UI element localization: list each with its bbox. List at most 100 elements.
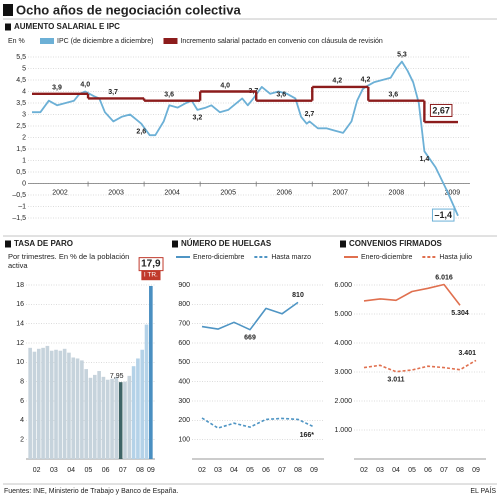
legend-swatch bbox=[40, 38, 54, 44]
y-tick-label: –1,5 bbox=[12, 215, 26, 222]
x-tick-label: 2003 bbox=[108, 189, 124, 196]
value-label: 2,6 bbox=[136, 129, 146, 136]
y-tick-label: 4 bbox=[22, 88, 26, 95]
x-tick-label: 06 bbox=[262, 467, 270, 474]
y-tick-label: –1 bbox=[18, 203, 26, 210]
x-tick-label: 03 bbox=[376, 467, 384, 474]
y-tick-label: 5.000 bbox=[334, 311, 352, 318]
bar bbox=[101, 376, 106, 459]
y-tick-label: 6.000 bbox=[334, 282, 352, 289]
bar bbox=[45, 345, 50, 459]
value-label: 5,3 bbox=[397, 51, 407, 58]
x-tick-label: 08 bbox=[136, 467, 144, 474]
bar bbox=[105, 379, 110, 459]
y-tick-label: 2.000 bbox=[334, 398, 352, 405]
y-tick-label: 3.000 bbox=[334, 369, 352, 376]
x-tick-label: 2009 bbox=[445, 189, 461, 196]
y-tick-label: 1.000 bbox=[334, 427, 352, 434]
x-tick-label: 02 bbox=[33, 467, 41, 474]
bar bbox=[93, 374, 97, 459]
y-tick-label: 1 bbox=[22, 157, 26, 164]
bar bbox=[144, 324, 149, 459]
series-line bbox=[201, 417, 315, 429]
legend-label: Incremento salarial pactado en convenio … bbox=[180, 38, 382, 45]
x-tick-label: 05 bbox=[84, 467, 92, 474]
value-label: 166* bbox=[300, 432, 315, 439]
value-label: –1,4 bbox=[434, 210, 452, 220]
bar bbox=[49, 350, 54, 459]
value-label: 3,7 bbox=[108, 89, 118, 96]
y-tick-label: 4.000 bbox=[334, 340, 352, 347]
x-tick-label: 2007 bbox=[333, 189, 349, 196]
bar bbox=[84, 369, 88, 459]
x-tick-label: 2005 bbox=[220, 189, 236, 196]
value-label: 3,2 bbox=[192, 115, 202, 122]
bar bbox=[67, 352, 71, 459]
x-tick-label: 09 bbox=[472, 467, 480, 474]
legend-label: Enero-diciembre bbox=[193, 254, 244, 261]
bar bbox=[127, 375, 132, 459]
period-label: I TR. bbox=[144, 272, 158, 279]
bar bbox=[149, 285, 153, 459]
bar bbox=[131, 366, 136, 459]
y-tick-label: 4 bbox=[20, 417, 24, 424]
label-box bbox=[431, 208, 455, 222]
y-tick-label: 14 bbox=[16, 321, 24, 328]
y-tick-label: 800 bbox=[178, 301, 190, 308]
y-tick-label: 1,5 bbox=[16, 146, 26, 153]
chart-title: AUMENTO SALARIAL E IPC bbox=[14, 22, 120, 31]
x-tick-label: 2006 bbox=[276, 189, 292, 196]
x-tick-label: 03 bbox=[50, 467, 58, 474]
series-line bbox=[32, 60, 459, 217]
y-tick-label: 2,5 bbox=[16, 123, 26, 130]
legend-label: Enero-diciembre bbox=[361, 254, 412, 261]
y-tick-label: 2 bbox=[20, 437, 24, 444]
y-tick-label: 6 bbox=[20, 398, 24, 405]
value-label: 3,6 bbox=[276, 92, 286, 99]
y-tick-label: 500 bbox=[178, 359, 190, 366]
x-tick-label: 2004 bbox=[164, 189, 180, 196]
bar bbox=[28, 347, 32, 459]
bar bbox=[75, 358, 80, 459]
bar bbox=[136, 358, 140, 459]
x-tick-label: 09 bbox=[147, 467, 155, 474]
y-tick-label: 300 bbox=[178, 398, 190, 405]
y-tick-label: 16 bbox=[16, 301, 24, 308]
y-tick-label: 100 bbox=[178, 437, 190, 444]
label-box bbox=[141, 270, 161, 281]
bar bbox=[71, 357, 76, 459]
value-label: 3.011 bbox=[387, 377, 404, 384]
y-tick-label: 2 bbox=[22, 134, 26, 141]
y-tick-label: 3,5 bbox=[16, 100, 26, 107]
header-marker bbox=[172, 240, 178, 248]
value-label: 810 bbox=[292, 292, 304, 299]
series-line bbox=[363, 359, 477, 373]
bar bbox=[123, 381, 127, 459]
x-tick-label: 04 bbox=[67, 467, 75, 474]
label-box bbox=[429, 103, 453, 117]
y-tick-label: 700 bbox=[178, 321, 190, 328]
bar bbox=[54, 349, 58, 459]
y-tick-label: 0 bbox=[22, 180, 26, 187]
y-tick-label: 4,5 bbox=[16, 77, 26, 84]
y-tick-label: 200 bbox=[178, 417, 190, 424]
header-marker bbox=[5, 240, 11, 248]
value-label: 2,67 bbox=[432, 105, 450, 115]
y-tick-label: 18 bbox=[16, 282, 24, 289]
y-axis-label: En % bbox=[8, 38, 25, 45]
x-tick-label: 2008 bbox=[389, 189, 405, 196]
brand: EL PAÍS bbox=[470, 486, 496, 495]
bar bbox=[62, 348, 67, 459]
title-marker bbox=[3, 4, 13, 16]
x-tick-label: 07 bbox=[278, 467, 286, 474]
x-tick-label: 05 bbox=[408, 467, 416, 474]
bar bbox=[36, 348, 41, 459]
header-marker bbox=[5, 23, 11, 31]
series-line bbox=[363, 283, 461, 306]
bar bbox=[110, 378, 114, 459]
value-label: 4,0 bbox=[80, 81, 90, 88]
bar bbox=[41, 347, 45, 459]
value-label: 4,0 bbox=[220, 82, 230, 89]
